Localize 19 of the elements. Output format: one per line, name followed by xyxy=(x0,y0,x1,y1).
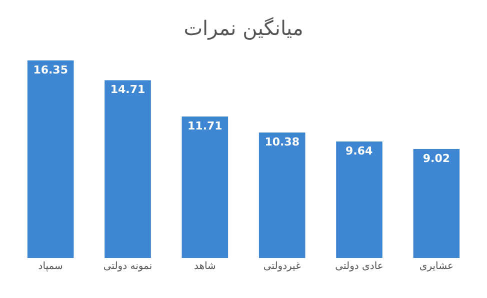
x-tick-label: عشایری xyxy=(419,261,454,272)
data-label: 11.71 xyxy=(188,119,222,132)
chart-title: میانگین نمرات xyxy=(184,16,304,40)
x-tick-label: عادی دولتی xyxy=(335,261,384,272)
bar xyxy=(413,148,460,258)
x-tick-label: شاهد xyxy=(194,261,216,272)
data-label: 9.02 xyxy=(422,152,450,165)
bar xyxy=(336,141,382,258)
x-tick-label: سمپاد xyxy=(38,261,63,272)
data-label: 14.71 xyxy=(110,83,146,96)
bar xyxy=(104,80,151,258)
bar xyxy=(182,116,228,258)
x-tick-label: غیردولتی xyxy=(263,261,301,272)
data-label: 9.64 xyxy=(346,144,373,158)
bar xyxy=(258,132,306,258)
data-label: 10.38 xyxy=(264,136,300,149)
data-label: 16.35 xyxy=(33,63,68,76)
x-tick-label: نمونه دولتی xyxy=(103,261,152,272)
bar xyxy=(27,60,74,258)
